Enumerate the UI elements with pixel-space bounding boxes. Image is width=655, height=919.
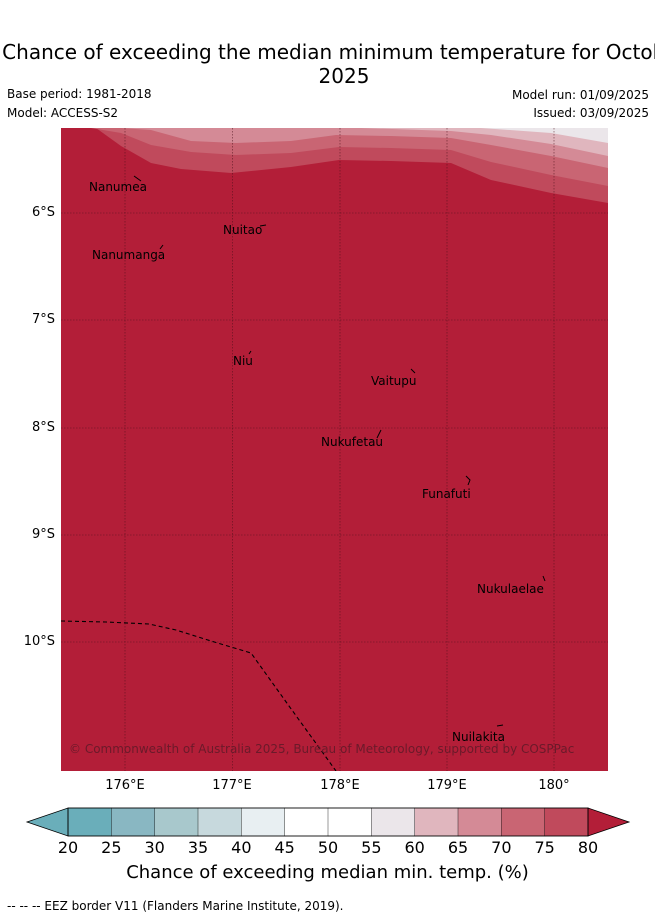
colorbar-extend-high-arrow: [587, 807, 631, 837]
island-nuilakita-icon: [496, 724, 504, 727]
colorbar-cell: [197, 807, 243, 837]
eez-border: [61, 620, 337, 771]
colorbar-tick-label: 50: [317, 838, 339, 857]
model-name: Model: ACCESS-S2: [7, 106, 119, 120]
island-funafuti-icon: [465, 475, 471, 486]
island-nanumea-icon: [133, 175, 142, 182]
colorbar-tick-label: 80: [577, 838, 599, 857]
map-canvas: [61, 128, 608, 771]
colorbar-tick-label: 75: [534, 838, 555, 857]
colorbar-cells: [67, 807, 589, 837]
island-outlines: [133, 175, 546, 727]
lat-label-9s: 9°S: [31, 527, 55, 542]
colorbar-tick-label: 25: [101, 838, 122, 857]
colorbar-cell: [241, 807, 286, 837]
island-vaitupu-icon: [410, 368, 416, 374]
place-label-nuitao: Nuitao: [223, 223, 263, 237]
colorbar-extend-low-arrow: [25, 807, 69, 837]
place-label-vaitupu: Vaitupu: [371, 374, 417, 388]
colorbar-cell: [111, 807, 156, 837]
colorbar-cell: [501, 807, 546, 837]
island-niu-icon: [248, 350, 252, 355]
probability-fill-80: [61, 128, 608, 771]
colorbar-cell: [327, 807, 373, 837]
colorbar-tick-label: 45: [274, 838, 295, 857]
lat-label-7s: 7°S: [31, 312, 55, 327]
place-label-nukulaelae: Nukulaelae: [477, 582, 544, 596]
island-nukufetau-icon: [376, 429, 382, 439]
colorbar-tick-label: 30: [144, 838, 165, 857]
model-run-date: Model run: 01/09/2025: [511, 88, 649, 102]
copyright-notice: © Commonwealth of Australia 2025, Bureau…: [69, 742, 575, 756]
lon-label-180: 180°: [538, 778, 570, 793]
base-period: Base period: 1981-2018: [7, 87, 152, 101]
island-nanumanga-icon: [159, 244, 164, 250]
colorbar-tick-label: 35: [187, 838, 209, 857]
lon-label-176e: 176°E: [105, 778, 145, 793]
place-label-funafuti: Funafuti: [422, 487, 471, 501]
place-label-nukufetau: Nukufetau: [321, 435, 384, 449]
colorbar-frame: [67, 807, 589, 837]
island-nukulaelae-icon: [542, 575, 546, 582]
probability-band-55: [481, 128, 608, 143]
colorbar-cell: [284, 807, 329, 837]
colorbar-cell: [414, 807, 459, 837]
colorbar-label: Chance of exceeding median min. temp. (%…: [126, 862, 529, 883]
colorbar-cell: [67, 807, 113, 837]
lon-label-178e: 178°E: [320, 778, 360, 793]
colorbar-tick-label: 55: [361, 838, 382, 857]
place-label-niu: Niu: [233, 354, 253, 368]
colorbar-tick-label: 40: [231, 838, 252, 857]
colorbar-tick-label: 65: [447, 838, 469, 857]
lat-label-10s: 10°S: [23, 634, 55, 649]
eez-legend-note: -- -- -- EEZ border V11 (Flanders Marine…: [7, 899, 344, 913]
lon-label-177e: 177°E: [212, 778, 252, 793]
lat-label-6s: 6°S: [31, 205, 55, 220]
colorbar-tick-label: 70: [491, 838, 512, 857]
colorbar-cell: [457, 807, 503, 837]
place-label-nanumea: Nanumea: [89, 180, 147, 194]
probability-band-65: [121, 128, 608, 168]
lon-label-179e: 179°E: [427, 778, 467, 793]
island-nuitao-icon: [259, 224, 267, 227]
colorbar: [25, 807, 631, 837]
issued-date: Issued: 03/09/2025: [533, 106, 649, 120]
place-label-nanumanga: Nanumanga: [92, 248, 166, 262]
colorbar-cell: [371, 807, 416, 837]
colorbar-cell: [544, 807, 589, 837]
lat-label-8s: 8°S: [31, 420, 55, 435]
colorbar-tick-label: 60: [404, 838, 425, 857]
chart-title: Chance of exceeding the median minimum t…: [2, 40, 655, 88]
graticule: [61, 128, 608, 771]
colorbar-tick-label: 20: [57, 838, 79, 857]
colorbar-cell: [154, 807, 199, 837]
place-label-nuilakita: Nuilakita: [452, 730, 505, 744]
map-panel[interactable]: Nanumea Nuitao Nanumanga Niu Vaitupu Nuk…: [61, 128, 608, 771]
probability-band-60: [261, 128, 608, 156]
